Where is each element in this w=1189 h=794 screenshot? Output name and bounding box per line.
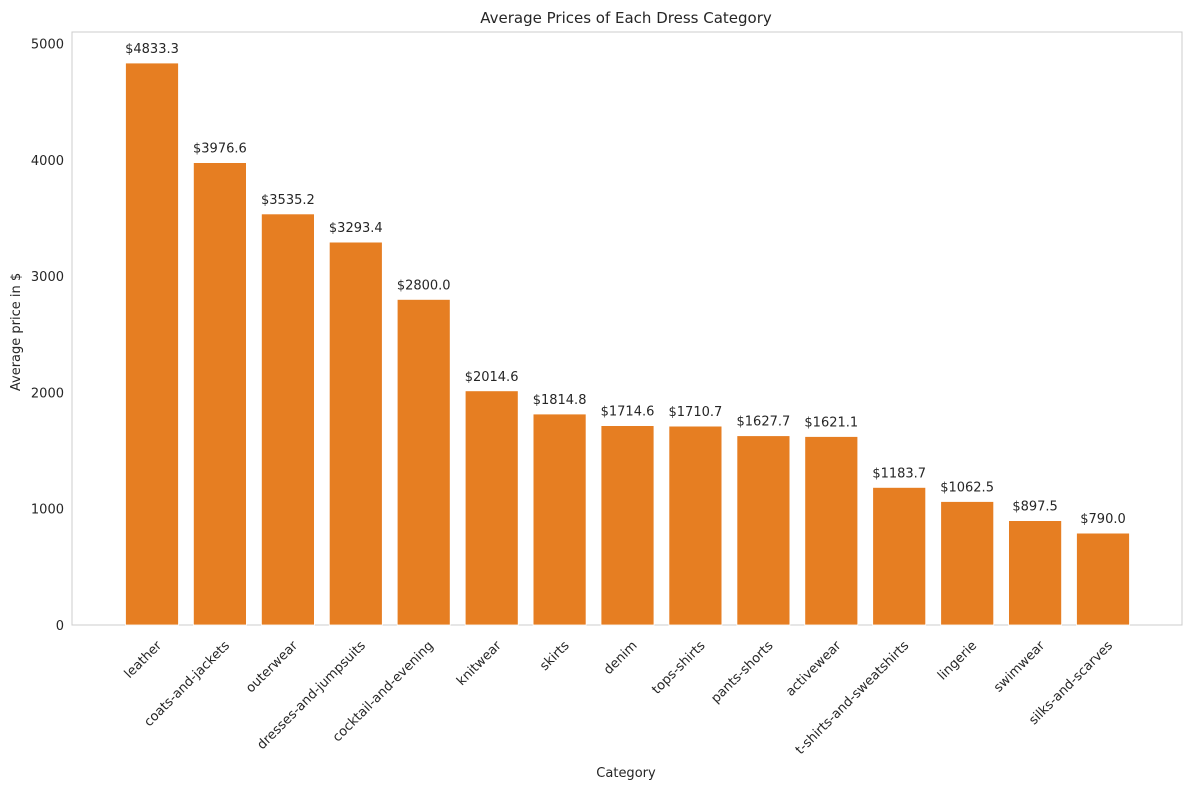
x-tick-label-pants-shorts: pants-shorts — [708, 638, 776, 706]
x-tick-label-skirts: skirts — [537, 638, 573, 674]
data-label-tops-shirts: $1710.7 — [669, 405, 723, 420]
data-label-swimwear: $897.5 — [1012, 500, 1058, 515]
bar-tops-shirts — [668, 425, 723, 626]
bar-t-shirts-and-sweatshirts — [872, 486, 927, 626]
data-label-outerwear: $3535.2 — [261, 193, 315, 208]
data-label-activewear: $1621.1 — [804, 416, 858, 431]
x-tick-label-dresses-and-jumpsuits: dresses-and-jumpsuits — [254, 638, 369, 753]
bar-cocktail-and-evening — [396, 298, 451, 626]
y-tick-label-0: 0 — [56, 619, 64, 634]
bar-knitwear — [464, 390, 519, 626]
y-tick-label-3000: 3000 — [31, 270, 64, 285]
y-axis-ticks: 0 1000 2000 3000 4000 5000 — [31, 38, 64, 634]
y-tick-label-2000: 2000 — [31, 387, 64, 402]
bar-skirts — [532, 413, 587, 626]
data-label-knitwear: $2014.6 — [465, 370, 519, 385]
x-tick-label-t-shirts-and-sweatshirts: t-shirts-and-sweatshirts — [793, 638, 913, 758]
x-tick-label-denim: denim — [601, 638, 640, 677]
bar-leather — [125, 62, 179, 626]
x-tick-label-swimwear: swimwear — [991, 638, 1048, 695]
x-axis-label: Category — [596, 766, 656, 781]
bar-swimwear — [1008, 520, 1062, 626]
data-label-t-shirts-and-sweatshirts: $1183.7 — [872, 466, 926, 481]
data-label-pants-shorts: $1627.7 — [737, 415, 791, 430]
y-tick-label-4000: 4000 — [31, 154, 64, 169]
data-label-denim: $1714.6 — [601, 405, 655, 420]
y-tick-label-1000: 1000 — [31, 503, 64, 518]
data-label-coats-and-jackets: $3976.6 — [193, 142, 247, 157]
data-label-skirts: $1814.8 — [533, 393, 587, 408]
bar-silks-and-scarves — [1076, 532, 1130, 626]
bars-group — [125, 62, 1130, 626]
bar-pants-shorts — [736, 435, 791, 626]
x-tick-label-leather: leather — [122, 638, 166, 682]
bar-dresses-and-jumpsuits — [328, 241, 383, 626]
data-label-leather: $4833.3 — [125, 42, 179, 57]
y-axis-label: Average price in $ — [9, 273, 24, 391]
bar-lingerie — [940, 501, 995, 626]
bar-denim — [600, 425, 655, 626]
bar-outerwear — [260, 213, 315, 626]
x-tick-label-outerwear: outerwear — [243, 638, 301, 696]
y-tick-label-5000: 5000 — [31, 38, 64, 53]
x-tick-label-knitwear: knitwear — [454, 638, 505, 689]
data-label-cocktail-and-evening: $2800.0 — [397, 278, 451, 293]
chart-title: Average Prices of Each Dress Category — [480, 9, 772, 27]
x-tick-label-tops-shirts: tops-shirts — [649, 638, 708, 697]
bar-activewear — [804, 436, 859, 626]
data-label-silks-and-scarves: $790.0 — [1080, 512, 1126, 527]
x-tick-label-lingerie: lingerie — [935, 638, 980, 683]
value-labels-group: $4833.3 $3976.6 $3535.2 $3293.4 $2800.0 $2014… — [125, 42, 1126, 527]
bar-coats-and-jackets — [192, 162, 247, 626]
data-label-lingerie: $1062.5 — [940, 481, 994, 496]
x-tick-label-activewear: activewear — [783, 638, 845, 700]
data-label-dresses-and-jumpsuits: $3293.4 — [329, 221, 383, 236]
